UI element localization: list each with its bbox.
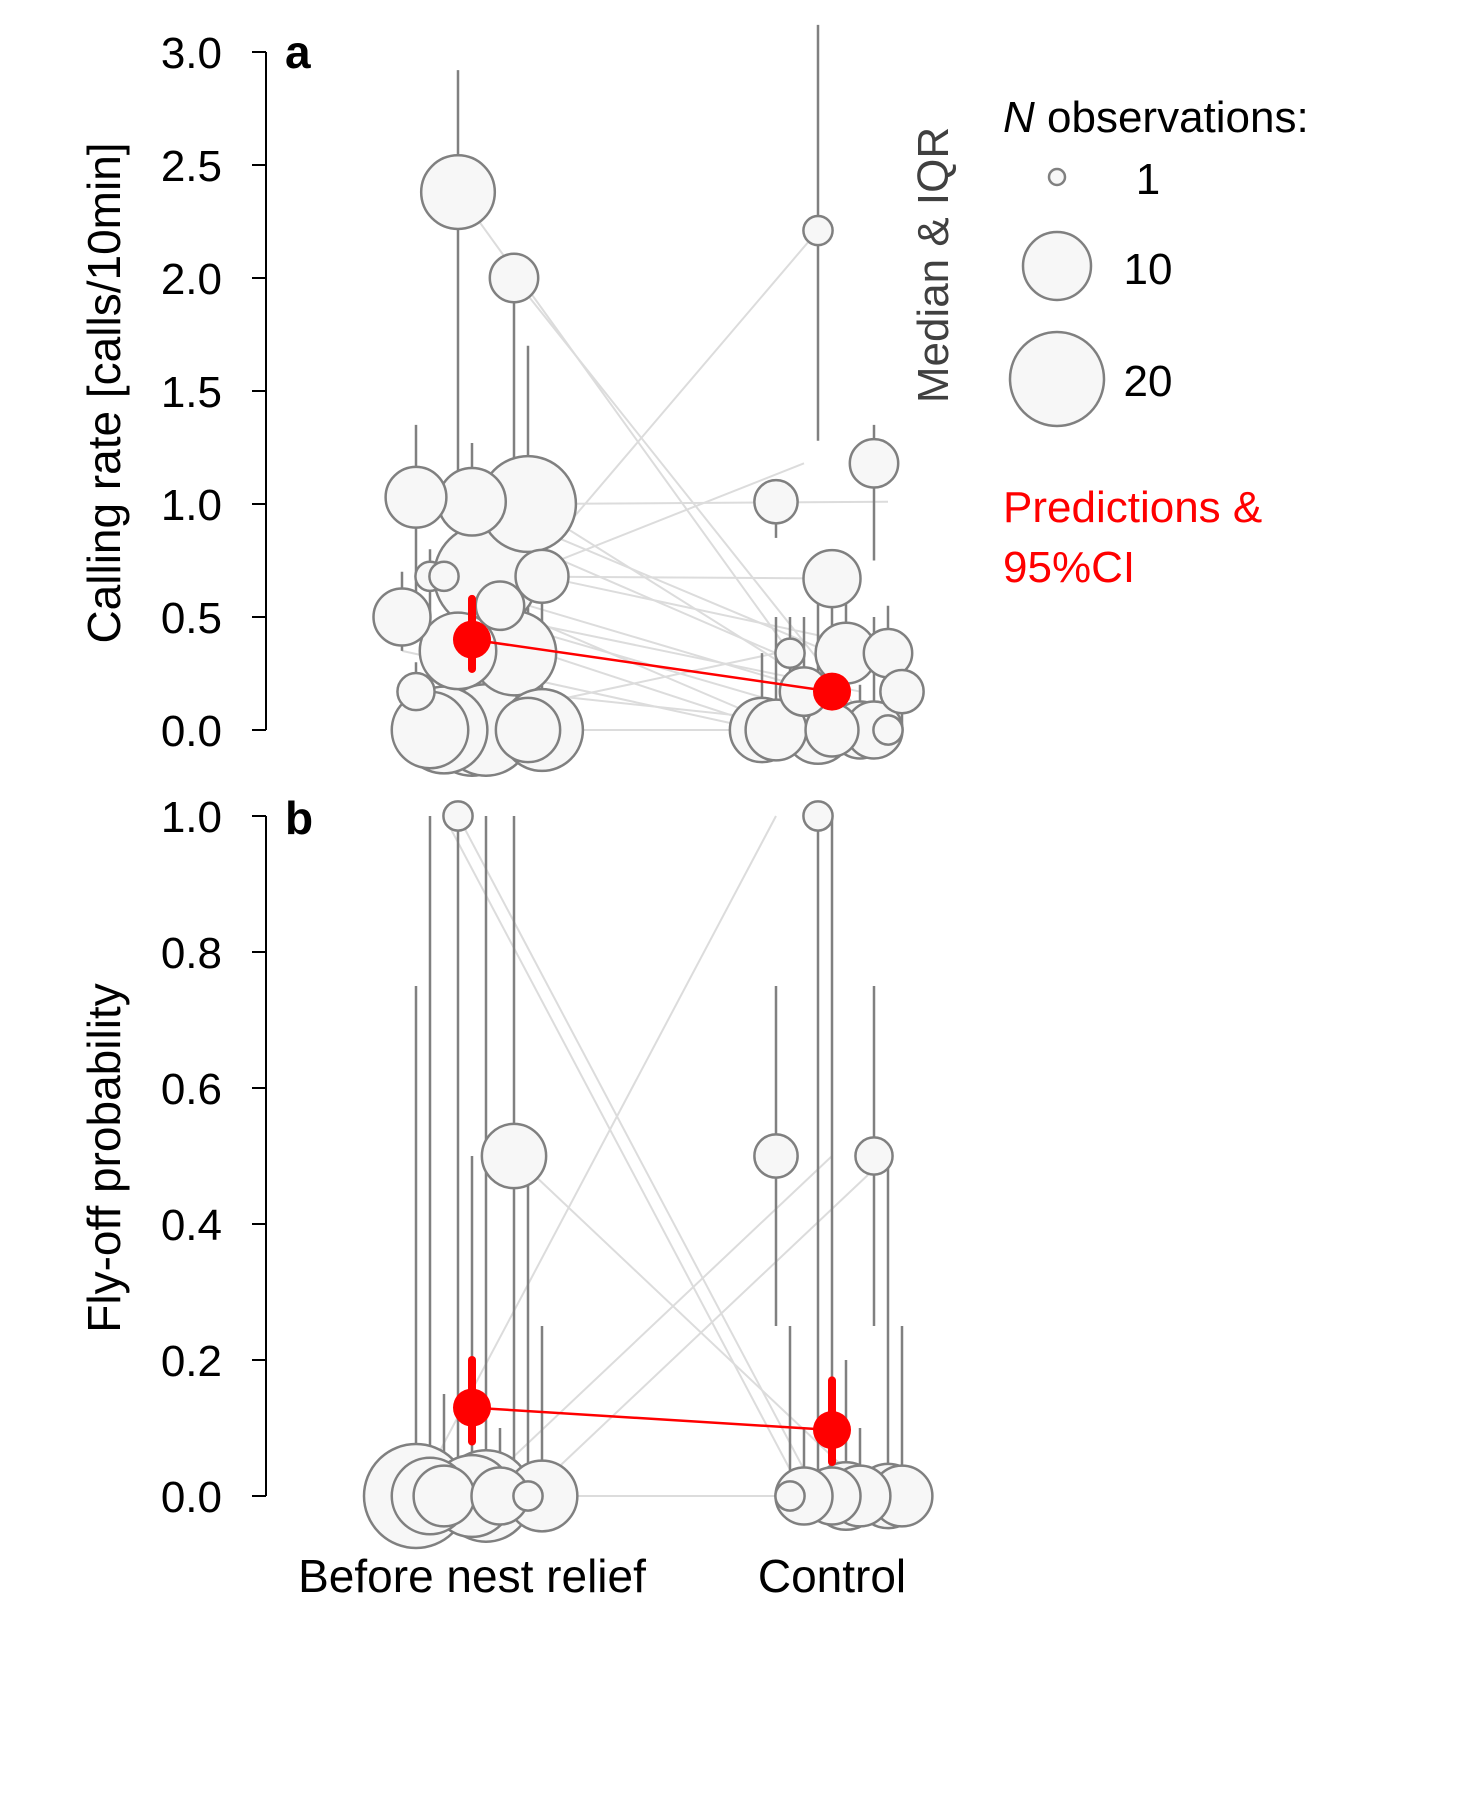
y-tick-label: 0.6 bbox=[161, 1065, 222, 1114]
median-point bbox=[802, 214, 834, 247]
y-axis-ticks: 0.0 0.5 1.0 1.5 2.0 2.5 3.0 bbox=[161, 29, 266, 756]
median-point bbox=[494, 696, 562, 764]
median-point bbox=[428, 560, 460, 593]
y-tick-label: 1.0 bbox=[161, 793, 222, 842]
y-axis-label: Fly-off probability bbox=[78, 983, 130, 1332]
pairing-line bbox=[527, 500, 889, 505]
median-point bbox=[802, 800, 834, 832]
y-tick-label: 0.0 bbox=[161, 707, 222, 756]
panel-a-calling-rate: 0.0 0.5 1.0 1.5 2.0 2.5 3.0 Calling rate [call… bbox=[78, 24, 925, 777]
panel-b-fly-off: 0.0 0.2 0.4 0.6 0.8 1.0 Fly-off probability b bbox=[78, 792, 934, 1550]
median-points bbox=[362, 800, 934, 1550]
median-point bbox=[396, 671, 436, 712]
pairing-line bbox=[527, 1155, 889, 1497]
legend-size-10-label: 10 bbox=[1124, 245, 1173, 294]
median-point bbox=[474, 580, 526, 632]
median-point bbox=[419, 154, 497, 231]
pairing-line bbox=[443, 815, 805, 1497]
median-point bbox=[848, 437, 900, 489]
median-point bbox=[372, 587, 432, 647]
legend-size-title: N observations: bbox=[1003, 93, 1309, 142]
prediction-point bbox=[453, 620, 491, 659]
median-point bbox=[488, 252, 540, 304]
predictions bbox=[453, 1356, 851, 1466]
median-point bbox=[384, 465, 448, 529]
y-tick-label: 2.5 bbox=[161, 142, 222, 191]
x-category-label-before: Before nest relief bbox=[298, 1550, 646, 1602]
median-point bbox=[514, 548, 570, 605]
median-point bbox=[480, 1122, 548, 1190]
panel-label-a: a bbox=[285, 26, 311, 78]
pairing-line bbox=[457, 815, 819, 1497]
prediction-line bbox=[471, 1406, 833, 1432]
y-tick-label: 0.0 bbox=[161, 1473, 222, 1522]
prediction-line bbox=[471, 638, 833, 693]
y-tick-label: 0.4 bbox=[161, 1201, 222, 1250]
prediction-point bbox=[813, 672, 851, 711]
legend: N observations: 1 10 20 Median & IQR Pre… bbox=[909, 93, 1309, 592]
y-tick-label: 2.0 bbox=[161, 255, 222, 304]
prediction-point bbox=[453, 1388, 491, 1427]
y-axis-label: Calling rate [calls/10min] bbox=[78, 142, 130, 643]
legend-size-1-circle bbox=[1047, 167, 1067, 187]
legend-size-20-label: 20 bbox=[1124, 357, 1173, 406]
legend-size-20-circle bbox=[1008, 330, 1106, 428]
pairing-line bbox=[513, 1155, 875, 1497]
legend-prediction-label-line1: Predictions & bbox=[1003, 483, 1262, 532]
median-point bbox=[436, 466, 508, 537]
median-point bbox=[412, 1464, 476, 1528]
panel-label-b: b bbox=[285, 792, 313, 844]
median-point bbox=[774, 637, 806, 670]
predictions bbox=[453, 594, 851, 711]
legend-median-label: Median & IQR bbox=[909, 127, 958, 403]
median-point bbox=[753, 478, 799, 525]
median-point bbox=[512, 1480, 544, 1512]
legend-size-10-circle bbox=[1021, 230, 1093, 302]
prediction-point bbox=[813, 1411, 851, 1450]
y-tick-label: 0.5 bbox=[161, 594, 222, 643]
median-point bbox=[753, 1133, 799, 1179]
median-point bbox=[442, 800, 474, 832]
y-tick-label: 3.0 bbox=[161, 29, 222, 78]
y-tick-label: 0.2 bbox=[161, 1337, 222, 1386]
median-point bbox=[802, 548, 862, 609]
x-category-label-control: Control bbox=[758, 1550, 906, 1602]
legend-size-1-label: 1 bbox=[1136, 155, 1160, 204]
median-point bbox=[774, 1480, 806, 1512]
y-tick-label: 1.0 bbox=[161, 481, 222, 530]
median-point bbox=[854, 1136, 894, 1176]
median-point bbox=[879, 668, 925, 715]
pairing-line bbox=[471, 1155, 833, 1497]
legend-prediction-label-line2: 95%CI bbox=[1003, 543, 1135, 592]
median-point bbox=[872, 714, 904, 746]
pairing-line bbox=[513, 277, 875, 731]
y-tick-label: 0.8 bbox=[161, 929, 222, 978]
y-tick-label: 1.5 bbox=[161, 368, 222, 417]
y-axis-ticks: 0.0 0.2 0.4 0.6 0.8 1.0 bbox=[161, 793, 266, 1522]
